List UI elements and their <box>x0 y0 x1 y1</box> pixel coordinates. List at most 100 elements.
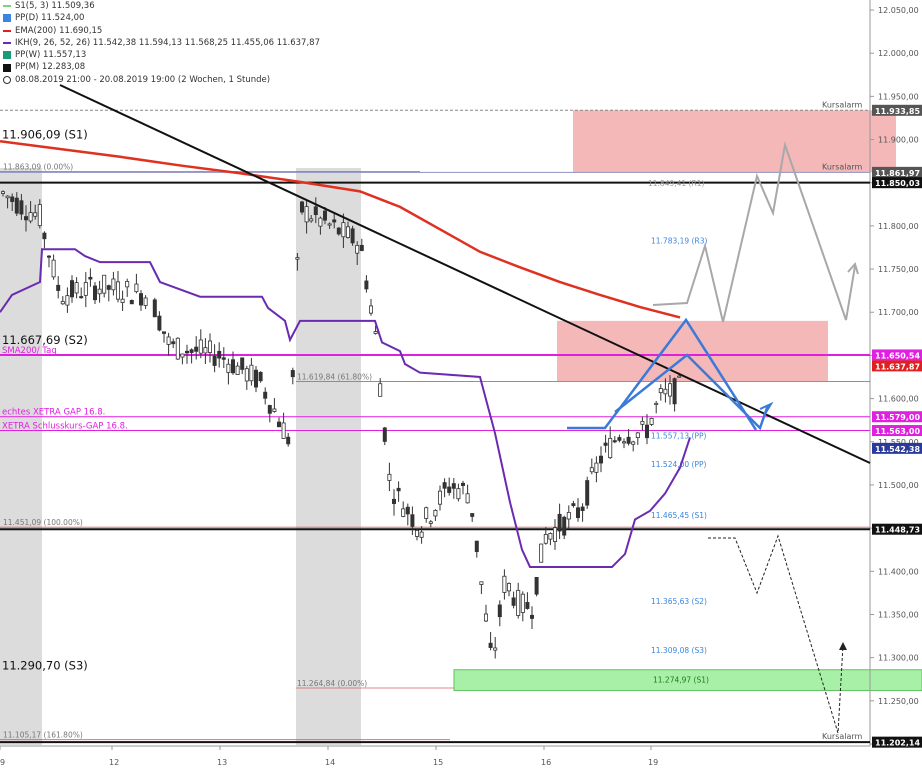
pivot-label: 11.849,41 (R1) <box>648 179 704 188</box>
line-label: echtes XETRA GAP 16.8. <box>2 408 105 418</box>
candle <box>617 437 622 441</box>
candle <box>502 575 507 593</box>
x-tick-label: 15 <box>433 758 443 767</box>
candle <box>244 368 249 382</box>
legend-item: EMA(200) 11.690,15 <box>3 25 320 37</box>
candle <box>589 467 594 473</box>
candle <box>410 514 415 527</box>
candle <box>295 257 300 260</box>
candle <box>631 441 636 445</box>
candle <box>290 370 295 378</box>
bullish-scenario-path <box>652 141 856 323</box>
candle <box>548 533 553 540</box>
candle <box>327 223 332 226</box>
price-badge-label: 11.861,97 <box>875 169 920 178</box>
ichimoku-line <box>0 248 691 568</box>
candle <box>138 293 143 306</box>
candle <box>157 315 162 331</box>
ema200-line <box>0 140 681 319</box>
candle <box>608 437 613 459</box>
pivot-label: 11.524,00 (PP) <box>651 460 707 469</box>
line-label: SMA200/ Tag <box>2 346 57 356</box>
price-badge <box>872 104 922 116</box>
candle <box>106 285 111 290</box>
candle <box>125 281 130 288</box>
fib-label: 11.105,17 (161.80%) <box>3 731 83 740</box>
candle <box>640 420 645 425</box>
candle <box>612 440 617 443</box>
candle <box>194 346 199 352</box>
arrow-icon <box>847 261 859 275</box>
price-badge <box>872 177 922 189</box>
fib-label: 11.264,84 (0.00%) <box>297 679 367 688</box>
candle <box>553 527 558 542</box>
candle <box>355 244 360 254</box>
candle <box>276 421 281 428</box>
y-tick-label: 11.700,00 <box>878 308 919 317</box>
candle <box>111 278 116 291</box>
candle <box>336 227 341 235</box>
y-tick-label: 11.500,00 <box>878 481 919 490</box>
price-badge <box>872 442 922 454</box>
candle <box>483 613 488 622</box>
candle <box>79 296 84 299</box>
price-badge-label: 11.202,14 <box>875 739 920 748</box>
candle <box>391 498 396 504</box>
candle <box>520 593 525 613</box>
arrow-icon <box>839 642 847 650</box>
candle <box>479 581 484 585</box>
series-swatch <box>3 5 11 8</box>
legend-label: IKH(9, 26, 52, 26) 11.542,38 11.594,13 1… <box>15 37 320 48</box>
candle <box>258 371 263 382</box>
price-badge <box>872 349 922 361</box>
candle <box>525 601 530 609</box>
candle <box>88 276 93 280</box>
candle <box>281 422 286 439</box>
legend-label: EMA(200) 11.690,15 <box>15 25 103 36</box>
candle <box>566 512 571 520</box>
y-tick-label: 11.900,00 <box>878 136 919 145</box>
candle <box>272 408 277 412</box>
candle <box>309 218 314 222</box>
candle <box>677 375 682 378</box>
candle <box>396 487 401 492</box>
candle <box>134 283 139 293</box>
candle <box>322 210 327 221</box>
candle <box>207 340 212 353</box>
candle <box>235 365 240 375</box>
candle <box>442 482 447 489</box>
price-badge <box>872 411 922 423</box>
line-label: Kursalarm <box>822 100 863 109</box>
candle <box>433 510 438 517</box>
price-badge <box>872 360 922 372</box>
candle <box>465 493 470 504</box>
candle <box>240 357 245 370</box>
y-tick-label: 11.400,00 <box>878 567 919 576</box>
legend-item: 08.08.2019 21:00 - 20.08.2019 19:00 (2 W… <box>3 74 320 86</box>
candle <box>571 503 576 506</box>
pivot-label: 11.465,45 (S1) <box>651 511 707 520</box>
candle <box>562 516 567 536</box>
candle <box>493 647 498 651</box>
candle <box>382 427 387 442</box>
pivot-label: 11.274,97 (S1) <box>653 675 709 684</box>
candle <box>359 244 364 251</box>
candle <box>226 363 231 373</box>
candle <box>428 521 433 524</box>
series-swatch <box>3 51 11 60</box>
candle <box>341 222 346 238</box>
y-tick-label: 11.350,00 <box>878 610 919 619</box>
y-tick-label: 12.000,00 <box>878 49 919 58</box>
candle <box>437 490 442 505</box>
series-swatch <box>3 14 11 23</box>
price-badge <box>872 425 922 437</box>
candle <box>19 200 24 215</box>
candle <box>313 206 318 216</box>
support-level-label: 11.906,09 (S1) <box>2 127 88 141</box>
candle <box>129 300 134 305</box>
candle <box>42 232 47 240</box>
price-badge-label: 11.650,54 <box>875 351 920 360</box>
series-swatch <box>3 63 11 72</box>
candle <box>33 212 38 217</box>
